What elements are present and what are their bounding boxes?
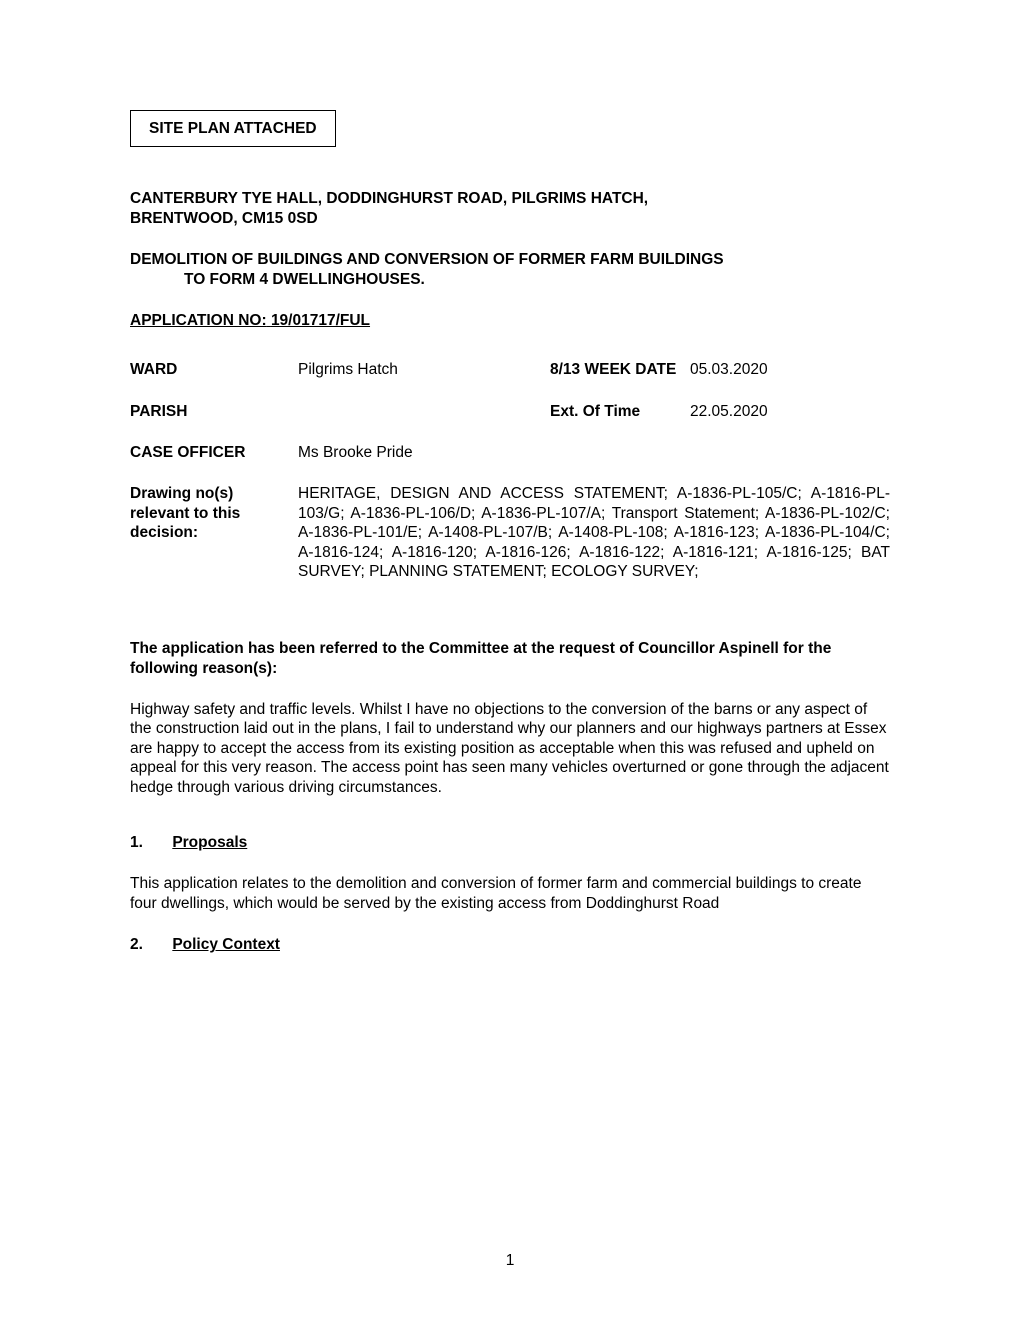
section-number: 2. xyxy=(130,935,168,954)
page-number: 1 xyxy=(0,1251,1020,1270)
committee-body: Highway safety and traffic levels. Whils… xyxy=(130,700,890,797)
site-plan-text: SITE PLAN ATTACHED xyxy=(149,120,317,137)
info-row-drawing: Drawing no(s) relevant to this decision:… xyxy=(130,484,890,581)
officer-value: Ms Brooke Pride xyxy=(298,443,550,462)
section-title: Proposals xyxy=(172,834,247,851)
description-line2: TO FORM 4 DWELLINGHOUSES. xyxy=(130,270,890,289)
address-line1: CANTERBURY TYE HALL, DODDINGHURST ROAD, … xyxy=(130,190,648,207)
section-number: 1. xyxy=(130,833,168,852)
section-title: Policy Context xyxy=(172,936,280,953)
section-proposals-heading: 1. Proposals xyxy=(130,833,890,852)
info-row-officer: CASE OFFICER Ms Brooke Pride xyxy=(130,443,890,462)
site-plan-attached-box: SITE PLAN ATTACHED xyxy=(130,110,336,147)
address-block: CANTERBURY TYE HALL, DODDINGHURST ROAD, … xyxy=(130,189,890,228)
app-no-value: 19/01717/FUL xyxy=(271,312,370,329)
officer-label: CASE OFFICER xyxy=(130,443,298,462)
committee-intro: The application has been referred to the… xyxy=(130,639,890,678)
ward-value: Pilgrims Hatch xyxy=(298,360,550,379)
drawing-text: HERITAGE, DESIGN AND ACCESS STATEMENT; A… xyxy=(298,484,890,581)
info-row-ward: WARD Pilgrims Hatch 8/13 WEEK DATE 05.03… xyxy=(130,360,890,379)
section-proposals-body: This application relates to the demoliti… xyxy=(130,874,890,913)
week-date-value: 05.03.2020 xyxy=(690,360,890,379)
drawing-label-line1: Drawing no(s) xyxy=(130,485,233,502)
app-no-label: APPLICATION NO: xyxy=(130,312,267,329)
address-line2: BRENTWOOD, CM15 0SD xyxy=(130,210,318,227)
parish-label: PARISH xyxy=(130,402,298,421)
drawing-label-line3: decision: xyxy=(130,524,198,541)
drawing-label: Drawing no(s) relevant to this decision: xyxy=(130,484,298,542)
section-policy-heading: 2. Policy Context xyxy=(130,935,890,954)
week-date-label: 8/13 WEEK DATE xyxy=(550,360,690,379)
description-line1: DEMOLITION OF BUILDINGS AND CONVERSION O… xyxy=(130,251,724,268)
ext-time-label: Ext. Of Time xyxy=(550,402,690,421)
application-number: APPLICATION NO: 19/01717/FUL xyxy=(130,311,890,330)
info-grid: WARD Pilgrims Hatch 8/13 WEEK DATE 05.03… xyxy=(130,360,890,581)
description-block: DEMOLITION OF BUILDINGS AND CONVERSION O… xyxy=(130,250,890,289)
drawing-label-line2: relevant to this xyxy=(130,505,240,522)
ext-time-value: 22.05.2020 xyxy=(690,402,890,421)
ward-label: WARD xyxy=(130,360,298,379)
info-row-parish: PARISH Ext. Of Time 22.05.2020 xyxy=(130,402,890,421)
